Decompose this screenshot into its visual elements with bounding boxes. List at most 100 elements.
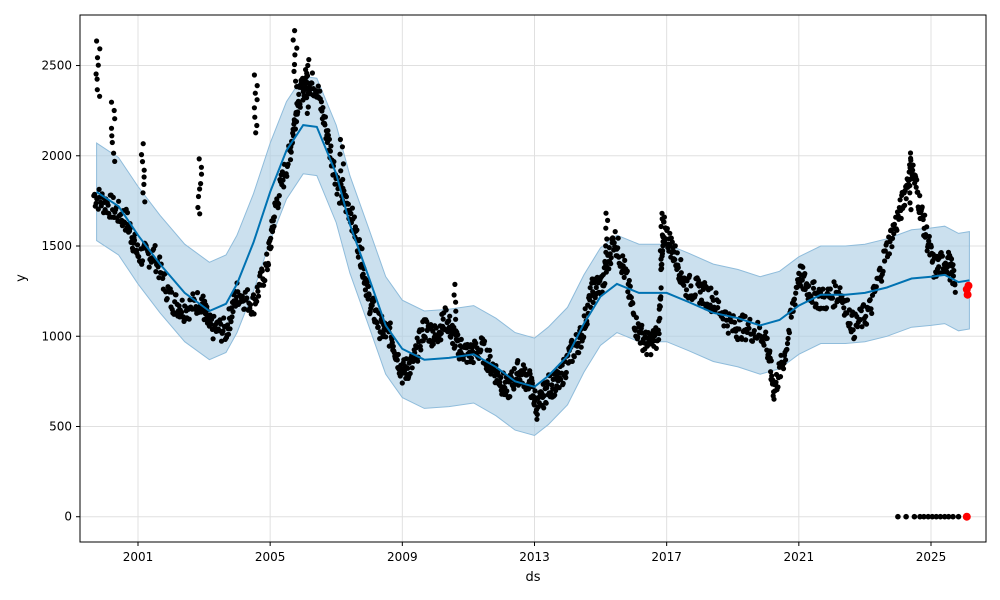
observed-point	[254, 97, 260, 103]
observed-point	[882, 258, 888, 264]
x-tick-label: 2025	[916, 550, 947, 564]
observed-point	[534, 416, 540, 422]
observed-point	[491, 366, 497, 373]
observed-point	[306, 89, 312, 95]
observed-point	[810, 285, 817, 291]
observed-point	[94, 76, 100, 82]
observed-point	[438, 337, 444, 343]
observed-point	[145, 251, 151, 257]
observed-point	[863, 321, 870, 327]
observed-point	[603, 210, 609, 216]
observed-point	[265, 262, 272, 268]
observed-point	[95, 62, 101, 68]
observed-point	[131, 237, 138, 243]
observed-point	[371, 298, 377, 304]
observed-point	[841, 305, 847, 311]
y-tick-label: 1000	[41, 329, 72, 343]
observed-point	[198, 171, 205, 177]
observed-point	[659, 232, 666, 238]
observed-point	[195, 193, 202, 200]
observed-point	[405, 365, 411, 371]
observed-point	[558, 376, 564, 383]
observed-point	[211, 313, 217, 319]
observed-point	[515, 358, 521, 364]
observed-point	[937, 513, 944, 520]
observed-point	[255, 288, 261, 294]
observed-point	[800, 264, 806, 270]
observed-point	[334, 191, 340, 197]
observed-point	[239, 293, 245, 299]
observed-point	[657, 304, 663, 310]
observed-point	[952, 289, 958, 295]
observed-point	[664, 226, 670, 232]
observed-point	[305, 62, 311, 69]
observed-point	[306, 57, 312, 63]
observed-point	[534, 411, 540, 418]
observed-point	[922, 212, 928, 218]
observed-point	[788, 314, 794, 320]
observed-point	[678, 270, 684, 276]
observed-point	[855, 324, 861, 330]
observed-point	[487, 347, 493, 353]
observed-point	[152, 243, 158, 249]
highlight-point	[962, 512, 971, 521]
observed-point	[581, 313, 587, 319]
observed-point	[438, 330, 444, 336]
observed-point	[343, 194, 349, 200]
observed-point	[903, 513, 909, 520]
observed-point	[911, 513, 918, 520]
observed-point	[725, 330, 731, 336]
observed-point	[124, 210, 131, 216]
observed-point	[198, 164, 204, 170]
observed-point	[292, 126, 298, 132]
observed-point	[453, 299, 459, 305]
observed-point	[195, 204, 201, 211]
observed-point	[656, 337, 662, 343]
observed-point	[906, 169, 912, 175]
observed-point	[111, 150, 117, 156]
observed-point	[294, 45, 300, 51]
observed-point	[97, 93, 103, 99]
observed-point	[94, 38, 100, 44]
observed-point	[198, 181, 204, 187]
observed-point	[867, 297, 873, 303]
observed-point	[197, 211, 203, 217]
observed-point	[297, 104, 303, 110]
observed-point	[244, 287, 251, 293]
observed-point	[294, 84, 300, 90]
observed-point	[844, 297, 851, 303]
observed-point	[560, 380, 566, 386]
observed-point	[325, 132, 331, 138]
observed-point	[832, 283, 839, 289]
x-tick-label: 2005	[255, 550, 286, 564]
observed-point	[681, 282, 687, 288]
observed-point	[587, 285, 593, 291]
observed-point	[419, 327, 425, 333]
observed-point	[616, 254, 622, 260]
observed-point	[95, 206, 101, 212]
observed-point	[190, 291, 196, 297]
x-tick-label: 2021	[784, 550, 815, 564]
interval-band	[96, 75, 970, 437]
observed-point	[93, 71, 99, 77]
observed-point	[487, 353, 493, 359]
observed-point	[784, 346, 790, 352]
observed-point	[811, 279, 817, 285]
observed-point	[627, 283, 633, 289]
observed-point	[832, 303, 838, 309]
observed-point	[835, 289, 842, 295]
y-tick-label: 2000	[41, 149, 72, 163]
observed-point	[669, 239, 675, 245]
observed-point	[281, 184, 287, 190]
observed-point	[603, 225, 609, 231]
observed-point	[97, 46, 103, 52]
observed-point	[407, 370, 413, 377]
observed-point	[264, 251, 270, 257]
observed-point	[522, 366, 528, 372]
plot-frame	[79, 14, 987, 543]
observed-point	[773, 379, 779, 385]
observed-point	[675, 265, 681, 271]
observed-point	[268, 235, 274, 241]
observed-point	[902, 202, 908, 208]
observed-point	[742, 313, 748, 319]
